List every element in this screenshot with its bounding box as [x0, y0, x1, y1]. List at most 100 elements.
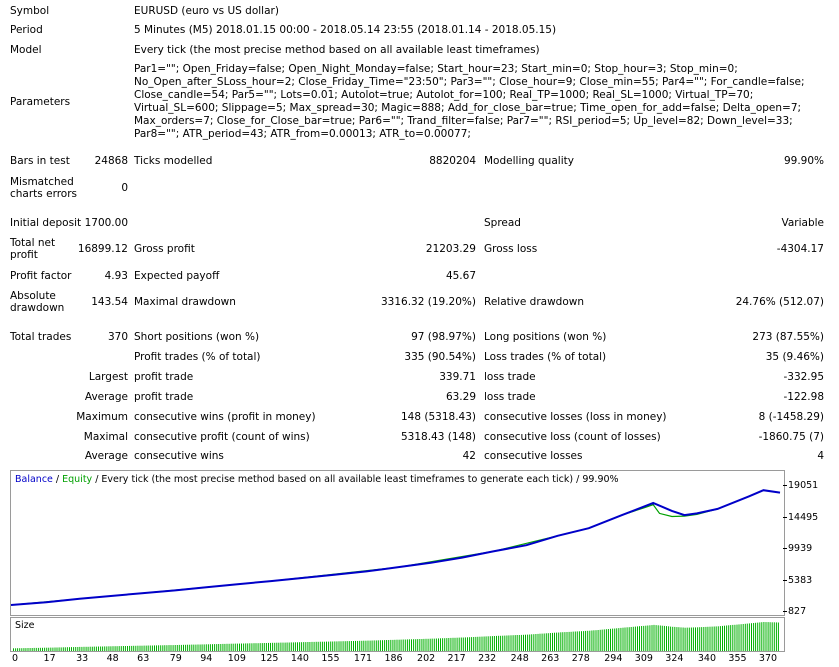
size-bar — [183, 644, 184, 651]
size-bar — [645, 625, 647, 651]
size-bar — [626, 627, 628, 651]
size-bar — [435, 638, 437, 651]
size-bar — [330, 641, 332, 651]
average-profit-label: profit trade — [134, 391, 194, 403]
x-tick-label: 63 — [137, 653, 150, 664]
largest-label: Largest — [88, 371, 128, 383]
size-bar — [707, 626, 709, 651]
largest-profit-value: 339.71 — [439, 371, 476, 383]
size-bar — [452, 637, 454, 651]
size-bar — [576, 631, 578, 651]
size-bar — [498, 635, 500, 651]
size-bar — [603, 629, 605, 651]
size-bar — [384, 640, 386, 651]
size-bar — [514, 635, 516, 651]
size-bar — [659, 625, 661, 651]
size-bar — [566, 632, 568, 651]
size-bar — [58, 647, 60, 651]
size-bar — [643, 625, 645, 651]
size-bar — [278, 642, 280, 651]
size-bar — [417, 639, 419, 651]
size-bar — [653, 624, 655, 651]
size-bar — [377, 640, 379, 651]
modelling-quality-value: 99.90% — [783, 155, 824, 167]
size-bar — [328, 641, 330, 651]
size-bar — [50, 647, 52, 651]
size-bar — [367, 640, 369, 651]
average-loss-value: -122.98 — [783, 391, 824, 403]
size-bar — [56, 647, 58, 651]
size-bar — [564, 632, 566, 651]
period-value: 5 Minutes (M5) 2018.01.15 00:00 - 2018.0… — [134, 24, 557, 36]
y-tick — [783, 548, 787, 549]
size-bar — [753, 623, 755, 651]
mismatched-value: 0 — [121, 182, 128, 194]
size-bar — [502, 635, 504, 651]
size-bar — [759, 622, 761, 651]
size-bar — [630, 627, 632, 651]
x-tick-label: 94 — [200, 653, 213, 664]
size-bar — [201, 644, 203, 651]
x-tick-label: 33 — [76, 653, 89, 664]
maximal-drawdown-value: 3316.32 (19.20%) — [381, 296, 476, 308]
size-bar — [247, 643, 249, 651]
size-bar — [394, 639, 396, 651]
size-bar — [458, 637, 460, 651]
size-bar — [520, 634, 522, 651]
loss-trades-label: Loss trades (% of total) — [484, 351, 607, 363]
size-bar — [402, 639, 404, 651]
size-bar — [98, 646, 99, 651]
size-bar — [529, 634, 531, 651]
initial-deposit-label: Initial deposit — [10, 217, 82, 229]
size-bar — [143, 645, 145, 651]
size-bar — [637, 626, 638, 651]
size-bar — [348, 641, 350, 651]
size-bar — [27, 648, 29, 651]
size-bar — [724, 625, 725, 651]
total-trades-label: Total trades — [10, 331, 72, 343]
size-bar — [742, 624, 744, 651]
size-bar — [572, 631, 574, 651]
size-bar — [730, 625, 732, 651]
size-bar — [104, 646, 106, 651]
size-bar — [187, 644, 189, 651]
size-bar — [423, 638, 425, 651]
size-bar — [620, 627, 622, 651]
size-bar — [525, 634, 526, 651]
size-bar — [732, 624, 734, 651]
size-bar — [593, 630, 595, 651]
size-bar — [508, 635, 510, 651]
spread-label: Spread — [484, 217, 521, 229]
size-bar — [670, 626, 672, 651]
size-bar — [477, 636, 479, 651]
size-bar — [701, 627, 703, 651]
size-bar — [438, 638, 439, 651]
size-bar — [93, 646, 95, 651]
parameters-label: Parameters — [10, 96, 71, 108]
x-tick-label: 48 — [106, 653, 119, 664]
size-bar — [595, 630, 597, 651]
size-bar — [268, 642, 269, 651]
size-bar — [69, 647, 70, 651]
size-bar — [676, 627, 678, 651]
bars-in-test-value: 24868 — [94, 155, 128, 167]
size-bar — [280, 642, 282, 651]
size-bar — [255, 643, 257, 651]
size-bar — [738, 624, 740, 651]
size-bar — [239, 643, 240, 651]
size-bar — [672, 626, 674, 651]
size-bar — [404, 639, 406, 651]
size-bar — [661, 625, 663, 651]
size-bar — [607, 629, 609, 651]
size-bar — [748, 623, 750, 651]
size-bar — [224, 643, 226, 651]
size-bar — [581, 631, 582, 651]
size-bar — [471, 637, 473, 651]
size-bar — [692, 627, 694, 651]
size-bar — [344, 641, 346, 651]
maximal-loss-label: consecutive loss (count of losses) — [484, 431, 661, 443]
x-tick-label: 294 — [604, 653, 623, 664]
size-bar — [382, 640, 383, 651]
size-label: Size — [15, 620, 35, 631]
size-bar — [510, 635, 512, 651]
